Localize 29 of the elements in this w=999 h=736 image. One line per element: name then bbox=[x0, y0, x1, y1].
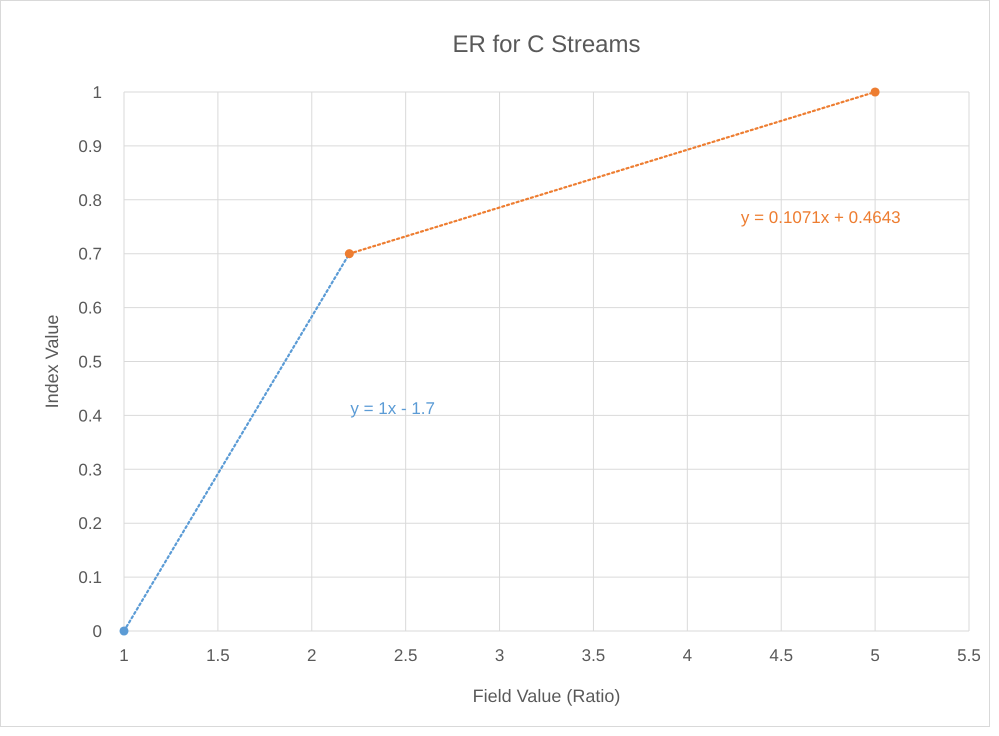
chart-title: ER for C Streams bbox=[452, 31, 641, 58]
x-axis-title: Field Value (Ratio) bbox=[472, 686, 620, 706]
x-tick-label: 2 bbox=[307, 646, 317, 665]
point bbox=[344, 249, 354, 258]
x-tick-label: 5 bbox=[870, 646, 880, 665]
y-tick-label: 0.4 bbox=[78, 406, 102, 426]
y-tick-label: 0.2 bbox=[78, 514, 102, 534]
annotation: y = 1x - 1.7 bbox=[350, 398, 435, 418]
x-tick-label: 4 bbox=[682, 646, 692, 665]
y-axis-title: Index Value bbox=[42, 314, 62, 408]
x-tick-label: 4.5 bbox=[769, 646, 794, 665]
y-tick-label: 1 bbox=[92, 82, 102, 102]
y-tick-label: 0.3 bbox=[78, 460, 102, 480]
y-tick-label: 0.1 bbox=[78, 568, 102, 588]
x-tick-label: 3.5 bbox=[582, 646, 606, 665]
y-tick-label: 0 bbox=[92, 622, 102, 641]
x-tick-label: 1 bbox=[119, 646, 129, 665]
x-tick-label: 2.5 bbox=[394, 646, 418, 665]
point bbox=[870, 87, 880, 97]
y-tick-label: 0.7 bbox=[78, 244, 102, 264]
x-tick-label: 5.5 bbox=[957, 646, 981, 665]
x-tick-label: 1.5 bbox=[206, 646, 230, 665]
point bbox=[119, 626, 129, 636]
annotation: y = 0.1071x + 0.4643 bbox=[740, 208, 901, 227]
y-tick-label: 0.8 bbox=[78, 190, 102, 210]
y-tick-label: 0.9 bbox=[78, 136, 102, 156]
y-tick-label: 0.6 bbox=[78, 298, 102, 318]
y-tick-label: 0.5 bbox=[78, 352, 102, 372]
x-tick-label: 3 bbox=[494, 646, 504, 665]
